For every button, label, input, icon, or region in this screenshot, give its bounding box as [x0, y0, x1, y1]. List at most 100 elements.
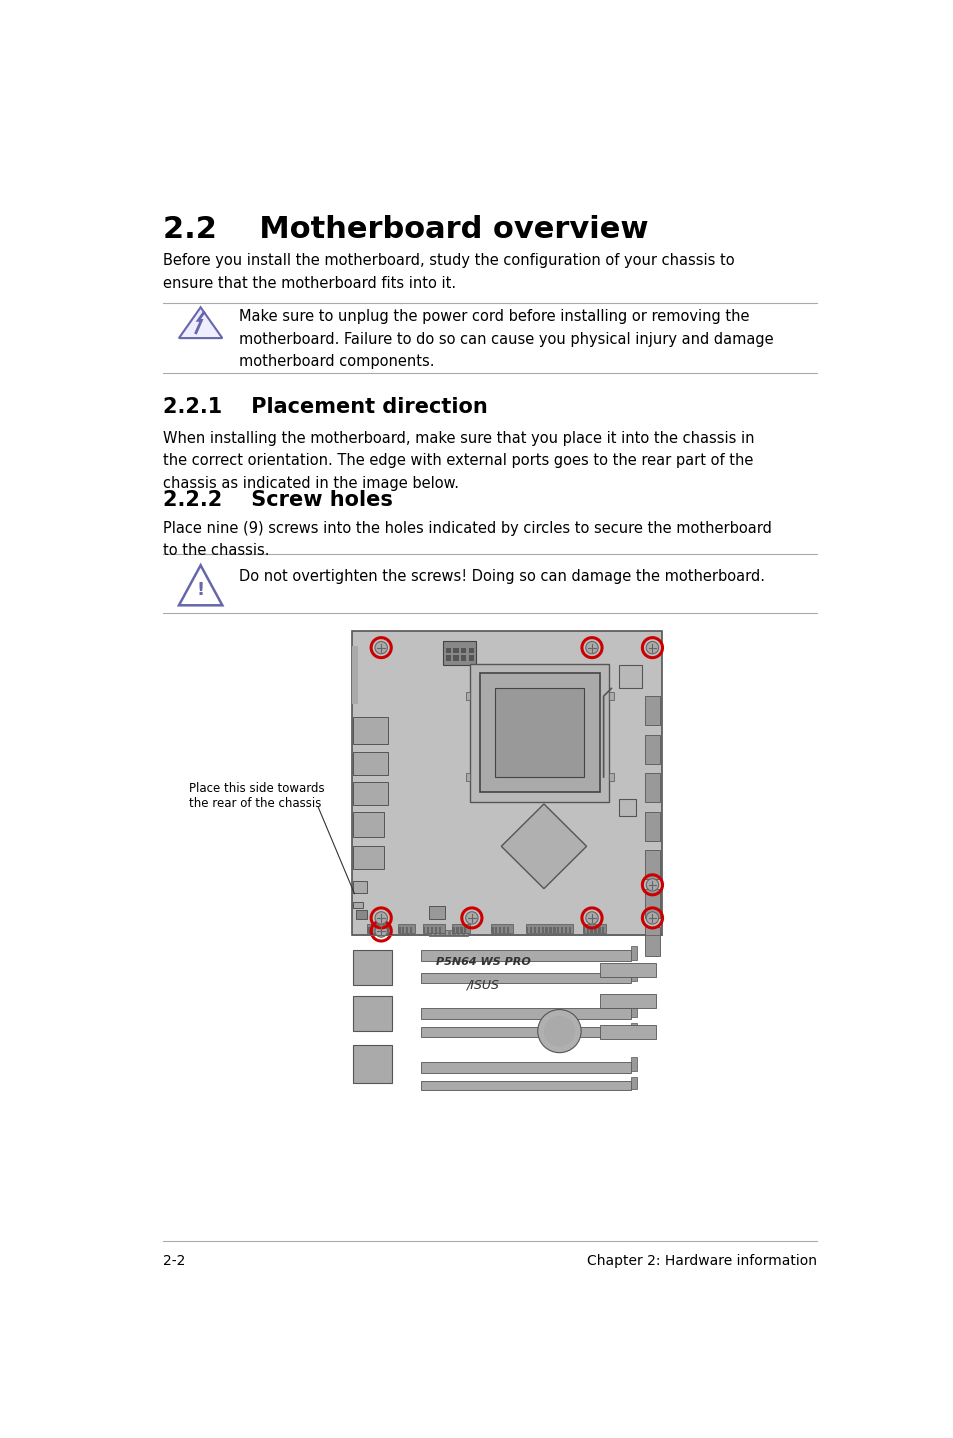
Bar	[429, 930, 468, 936]
Bar	[429, 906, 444, 919]
Bar	[421, 974, 630, 982]
Bar	[353, 951, 392, 985]
Bar	[438, 930, 441, 935]
Bar	[468, 656, 474, 660]
Text: When installing the motherboard, make sure that you place it into the chassis in: When installing the motherboard, make su…	[163, 430, 754, 492]
Text: !: !	[196, 581, 205, 598]
Bar	[367, 928, 369, 933]
Bar	[421, 951, 630, 961]
Bar	[461, 930, 464, 935]
Bar	[495, 689, 583, 777]
Bar	[438, 928, 440, 933]
Bar	[353, 997, 392, 1031]
Bar	[386, 928, 389, 933]
Circle shape	[375, 925, 387, 938]
Bar	[491, 925, 513, 933]
Bar	[541, 928, 543, 933]
Bar	[353, 782, 388, 805]
Bar	[431, 928, 433, 933]
Bar	[608, 692, 613, 700]
Bar	[594, 928, 596, 933]
Bar	[491, 928, 493, 933]
Bar	[618, 666, 641, 689]
Bar	[498, 928, 500, 933]
Circle shape	[585, 912, 598, 925]
Bar	[421, 1061, 630, 1073]
Text: Place nine (9) screws into the holes indicated by circles to secure the motherbo: Place nine (9) screws into the holes ind…	[163, 521, 772, 558]
Polygon shape	[179, 308, 222, 338]
Bar	[352, 646, 357, 703]
Bar	[495, 928, 497, 933]
Bar	[443, 930, 446, 935]
Text: 2-2: 2-2	[163, 1254, 186, 1268]
Bar	[447, 930, 451, 935]
Bar	[465, 692, 470, 700]
Bar	[468, 647, 474, 653]
Bar	[371, 928, 373, 933]
Bar	[630, 946, 637, 959]
Bar	[601, 928, 604, 933]
Bar	[445, 656, 451, 660]
Bar	[644, 889, 659, 917]
Text: Chapter 2: Hardware information: Chapter 2: Hardware information	[586, 1254, 816, 1268]
Bar	[582, 925, 605, 933]
Bar	[582, 928, 584, 933]
Bar	[353, 902, 362, 907]
Bar	[353, 881, 367, 893]
Bar	[502, 928, 505, 933]
Bar	[421, 1008, 630, 1018]
Bar	[586, 928, 588, 933]
Bar	[355, 910, 367, 919]
Circle shape	[645, 879, 658, 892]
Polygon shape	[500, 804, 586, 889]
Bar	[644, 696, 659, 725]
Text: 2.2    Motherboard overview: 2.2 Motherboard overview	[163, 214, 648, 244]
Bar	[422, 925, 444, 933]
Bar	[630, 969, 637, 981]
Circle shape	[645, 912, 658, 925]
Bar	[445, 647, 451, 653]
Text: Before you install the motherboard, study the configuration of your chassis to
e: Before you install the motherboard, stud…	[163, 253, 734, 292]
Bar	[506, 928, 509, 933]
Bar	[456, 928, 458, 933]
Bar	[598, 928, 599, 933]
Bar	[465, 774, 470, 781]
Bar	[397, 925, 415, 933]
Bar	[608, 774, 613, 781]
Circle shape	[375, 641, 387, 654]
Bar	[459, 928, 462, 933]
Bar	[406, 928, 408, 933]
Bar	[378, 928, 381, 933]
Bar	[353, 811, 384, 837]
Text: /ISUS: /ISUS	[467, 978, 499, 991]
Bar	[452, 930, 456, 935]
Bar	[452, 925, 469, 933]
Bar	[630, 1004, 637, 1017]
Bar	[353, 1045, 392, 1083]
Bar	[644, 774, 659, 802]
Text: Place this side towards
the rear of the chassis: Place this side towards the rear of the …	[189, 782, 324, 810]
Bar	[456, 930, 459, 935]
Bar	[470, 664, 608, 801]
Bar	[382, 928, 385, 933]
Bar	[422, 928, 425, 933]
Bar	[553, 928, 555, 933]
Bar	[549, 928, 551, 933]
Bar	[630, 1077, 637, 1089]
Text: Make sure to unplug the power cord before installing or removing the
motherboard: Make sure to unplug the power cord befor…	[239, 309, 773, 370]
Circle shape	[585, 641, 598, 654]
Bar	[353, 847, 384, 870]
Bar	[397, 928, 400, 933]
Bar	[452, 928, 455, 933]
Circle shape	[543, 1015, 575, 1047]
Bar	[460, 647, 466, 653]
Bar	[375, 928, 377, 933]
Bar	[545, 928, 547, 933]
Bar	[460, 656, 466, 660]
Bar	[453, 656, 458, 660]
Bar	[568, 928, 571, 933]
Bar	[429, 930, 432, 935]
Bar	[479, 673, 599, 792]
Bar	[599, 1025, 655, 1038]
Bar	[453, 647, 458, 653]
